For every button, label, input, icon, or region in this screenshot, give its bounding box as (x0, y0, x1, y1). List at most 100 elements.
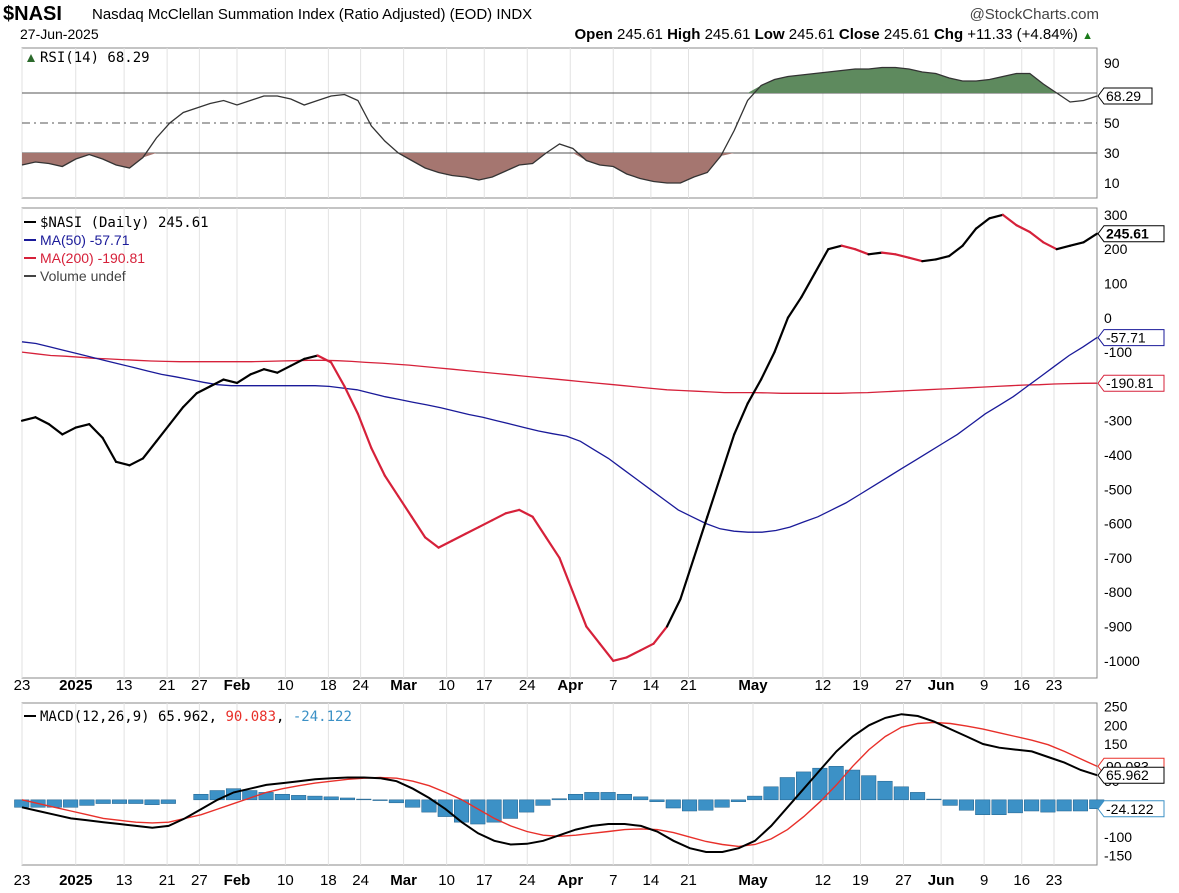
macd-tick-label: 200 (1104, 717, 1128, 733)
x-axis-label: 7 (609, 677, 617, 694)
macd-hist-bar (470, 799, 486, 825)
x-axis-label: 27 (191, 872, 208, 889)
x-axis-label: 10 (438, 677, 455, 694)
x-axis-label: 27 (191, 677, 208, 694)
macd-hist-bar (193, 793, 209, 801)
price-line-segment (625, 649, 642, 659)
price-line-segment (1069, 241, 1085, 247)
ma200-line (21, 351, 1098, 394)
x-axis-label: 21 (159, 872, 176, 889)
rsi-tick-label: 90 (1104, 55, 1120, 71)
price-line-segment (61, 426, 77, 436)
x-axis-label: 17 (476, 872, 493, 889)
chg-label: Chg (933, 26, 964, 43)
rsi-oversold-fill (22, 153, 1097, 183)
macd-hist-bar (519, 799, 535, 813)
x-axis-label: May (738, 677, 768, 694)
rsi-line (21, 66, 1098, 184)
price-line-segment (719, 433, 736, 477)
price-line-segment (907, 256, 924, 263)
open-label: Open (574, 26, 613, 43)
chart-date: 27-Jun-2025 (20, 26, 99, 42)
macd-hist-bar (405, 799, 421, 808)
rsi-tick-label: 30 (1104, 145, 1120, 161)
price-line-segment (303, 354, 319, 361)
price-line-segment (665, 597, 682, 628)
macd-hist-bar (861, 775, 877, 801)
price-line-segment (88, 423, 104, 439)
price-line-segment (733, 402, 749, 436)
macd-hist-bar (356, 798, 372, 801)
x-axis-label: 2025 (59, 677, 92, 694)
price-line-segment (679, 556, 695, 601)
macd-hist-bar (111, 799, 127, 804)
price-legend-1: MA(50) -57.71 (40, 232, 130, 248)
price-line-segment (1055, 244, 1072, 251)
x-axis-label: 10 (277, 677, 294, 694)
x-axis-label: 23 (14, 677, 31, 694)
macd-hist-bar (893, 786, 909, 801)
macd-hist-bar (714, 799, 730, 808)
price-line-segment (988, 213, 1005, 220)
x-axis-label: 13 (116, 872, 133, 889)
macd-hist-bar (649, 799, 665, 802)
x-axis-label: 19 (852, 677, 869, 694)
x-axis-label: Apr (557, 677, 583, 694)
x-axis-label: 18 (320, 677, 337, 694)
price-line-segment (518, 508, 534, 518)
price-line-segment (316, 354, 333, 364)
macd-hist-bar (1024, 799, 1040, 812)
macd-hist-bar (95, 799, 111, 804)
macd-hist-bar (339, 797, 356, 801)
macd-hist-value-label: -24.122 (1106, 801, 1154, 817)
price-line-segment (34, 416, 50, 426)
price-tick-label: -800 (1104, 584, 1132, 600)
x-axis-label: 12 (815, 872, 832, 889)
x-axis-label: May (738, 872, 768, 889)
price-line-segment (692, 515, 709, 560)
price-line-segment (1042, 241, 1058, 251)
macd-hist-bar (926, 798, 942, 801)
x-axis-label: 17 (476, 677, 493, 694)
price-line-segment (813, 248, 830, 275)
chart-header: $NASI Nasdaq McClellan Summation Index (… (0, 0, 1179, 48)
price-line-segment (934, 254, 951, 261)
brand-label: @StockCharts.com (969, 6, 1099, 23)
x-axis-label: 9 (980, 677, 988, 694)
price-line-segment (706, 474, 722, 518)
x-axis-label: 24 (352, 677, 369, 694)
chg-value: +11.33 (+4.84%) (967, 26, 1078, 43)
macd-hist-bar (63, 799, 79, 808)
price-line-segment (222, 378, 239, 385)
price-line-segment (800, 272, 816, 299)
x-axis-label: Mar (390, 677, 417, 694)
price-line-segment (773, 316, 790, 354)
price-line-segment (759, 350, 776, 381)
macd-hist-bar (551, 798, 567, 801)
price-line-segment (961, 227, 978, 247)
price-line-segment (585, 625, 601, 645)
price-line-segment (249, 368, 265, 376)
price-tick-label: 0 (1104, 310, 1112, 326)
macd-tick-label: 250 (1104, 699, 1128, 715)
macd-tick-label: -100 (1104, 829, 1132, 845)
macd-hist-bar (747, 795, 763, 801)
ma50-line (21, 337, 1098, 533)
macd-tick-label: 150 (1104, 736, 1128, 752)
price-line-segment (168, 405, 185, 426)
macd-hist-bar (14, 799, 30, 808)
macd-hist-bar (616, 793, 632, 801)
ma200-value-tag (1097, 374, 1165, 392)
x-axis-label: 16 (1013, 872, 1030, 889)
price-line-segment (101, 436, 118, 463)
price-tick-label: -1000 (1104, 653, 1140, 669)
macd-hist-bar (779, 777, 795, 801)
x-axis-label: Jun (928, 677, 955, 694)
macd-hist-bar (160, 799, 176, 804)
price-tick-label: -400 (1104, 447, 1132, 463)
price-line-segment (74, 423, 91, 429)
symbol: $NASI (3, 3, 62, 25)
x-axis-label: 23 (14, 872, 31, 889)
macd-hist-bar (388, 799, 404, 804)
macd-hist-bar (225, 788, 242, 801)
